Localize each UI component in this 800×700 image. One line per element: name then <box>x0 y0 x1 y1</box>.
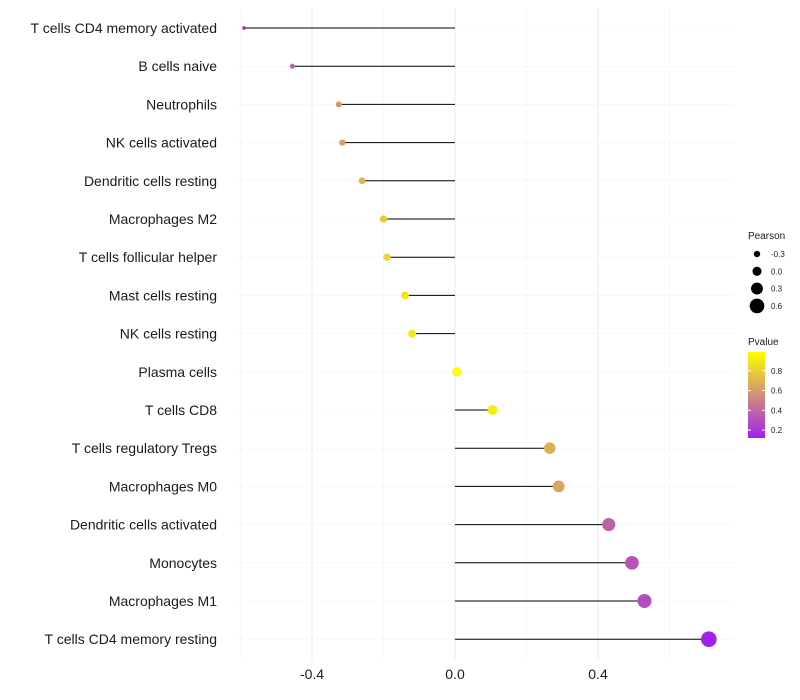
pvalue-legend-label: 0.2 <box>771 426 783 435</box>
lollipop-point <box>408 329 417 338</box>
lollipop-point <box>242 26 246 30</box>
lollipop-point <box>335 101 342 108</box>
category-label: Macrophages M0 <box>109 478 217 494</box>
category-label: Dendritic cells resting <box>84 173 217 189</box>
lollipop-point <box>700 631 717 648</box>
pearson-size-legend: Pearson -0.3 0.0 0.3 0.6 <box>748 231 785 314</box>
lollipop-point <box>358 177 366 185</box>
pvalue-colorbar <box>748 352 765 438</box>
pearson-legend-title: Pearson <box>748 231 785 242</box>
category-label: T cells regulatory Tregs <box>72 440 217 456</box>
pvalue-legend-label: 0.8 <box>771 367 783 376</box>
pvalue-legend-title: Pvalue <box>748 337 779 348</box>
category-label: Dendritic cells activated <box>70 517 217 533</box>
lollipop-point <box>379 215 388 223</box>
pearson-legend-label: -0.3 <box>771 250 785 259</box>
x-axis-ticks: -0.4 0.0 0.4 <box>300 666 608 682</box>
lollipop-point <box>552 480 565 493</box>
lollipop-point <box>602 518 616 532</box>
grid-lines <box>235 8 735 660</box>
category-label: Macrophages M2 <box>109 211 217 227</box>
pvalue-color-legend: Pvalue 0.8 0.6 0.4 0.2 <box>748 337 783 438</box>
lollipop-point <box>625 555 639 570</box>
category-label: NK cells activated <box>106 135 217 151</box>
x-tick-label: -0.4 <box>300 666 324 682</box>
pearson-legend-label: 0.6 <box>771 302 783 311</box>
x-tick-label: 0.4 <box>588 666 608 682</box>
pearson-legend-label: 0.3 <box>771 285 783 294</box>
category-labels: T cells CD4 memory activated B cells naiv… <box>31 20 218 647</box>
lollipop-point <box>637 594 652 608</box>
lollipop-point <box>543 442 556 454</box>
lollipop-points <box>242 26 717 648</box>
pearson-legend-key <box>749 298 765 314</box>
pvalue-legend-label: 0.6 <box>771 387 783 396</box>
category-label: Macrophages M1 <box>109 593 217 609</box>
x-tick-label: 0.0 <box>445 666 465 682</box>
pearson-legend-key <box>751 282 763 295</box>
lollipop-point <box>339 139 346 146</box>
category-label: T cells CD4 memory activated <box>31 20 217 36</box>
category-label: T cells CD4 memory resting <box>45 631 217 647</box>
category-label: Plasma cells <box>138 364 217 380</box>
lollipop-point <box>401 291 409 300</box>
lollipop-point <box>487 404 498 416</box>
lollipop-point <box>452 367 462 377</box>
pearson-legend-key <box>753 250 761 258</box>
lollipop-point <box>289 63 295 69</box>
category-label: Monocytes <box>149 555 217 571</box>
category-label: Mast cells resting <box>109 287 217 303</box>
pearson-legend-label: 0.0 <box>771 267 783 276</box>
lollipop-point <box>383 253 391 261</box>
category-label: Neutrophils <box>146 96 217 112</box>
category-label: T cells CD8 <box>145 402 217 418</box>
pvalue-legend-label: 0.4 <box>771 406 783 415</box>
lollipop-stems <box>244 27 709 640</box>
category-label: T cells follicular helper <box>79 249 218 265</box>
category-label: B cells naive <box>138 58 217 74</box>
pearson-legend-key <box>752 266 762 276</box>
category-label: NK cells resting <box>120 326 217 342</box>
